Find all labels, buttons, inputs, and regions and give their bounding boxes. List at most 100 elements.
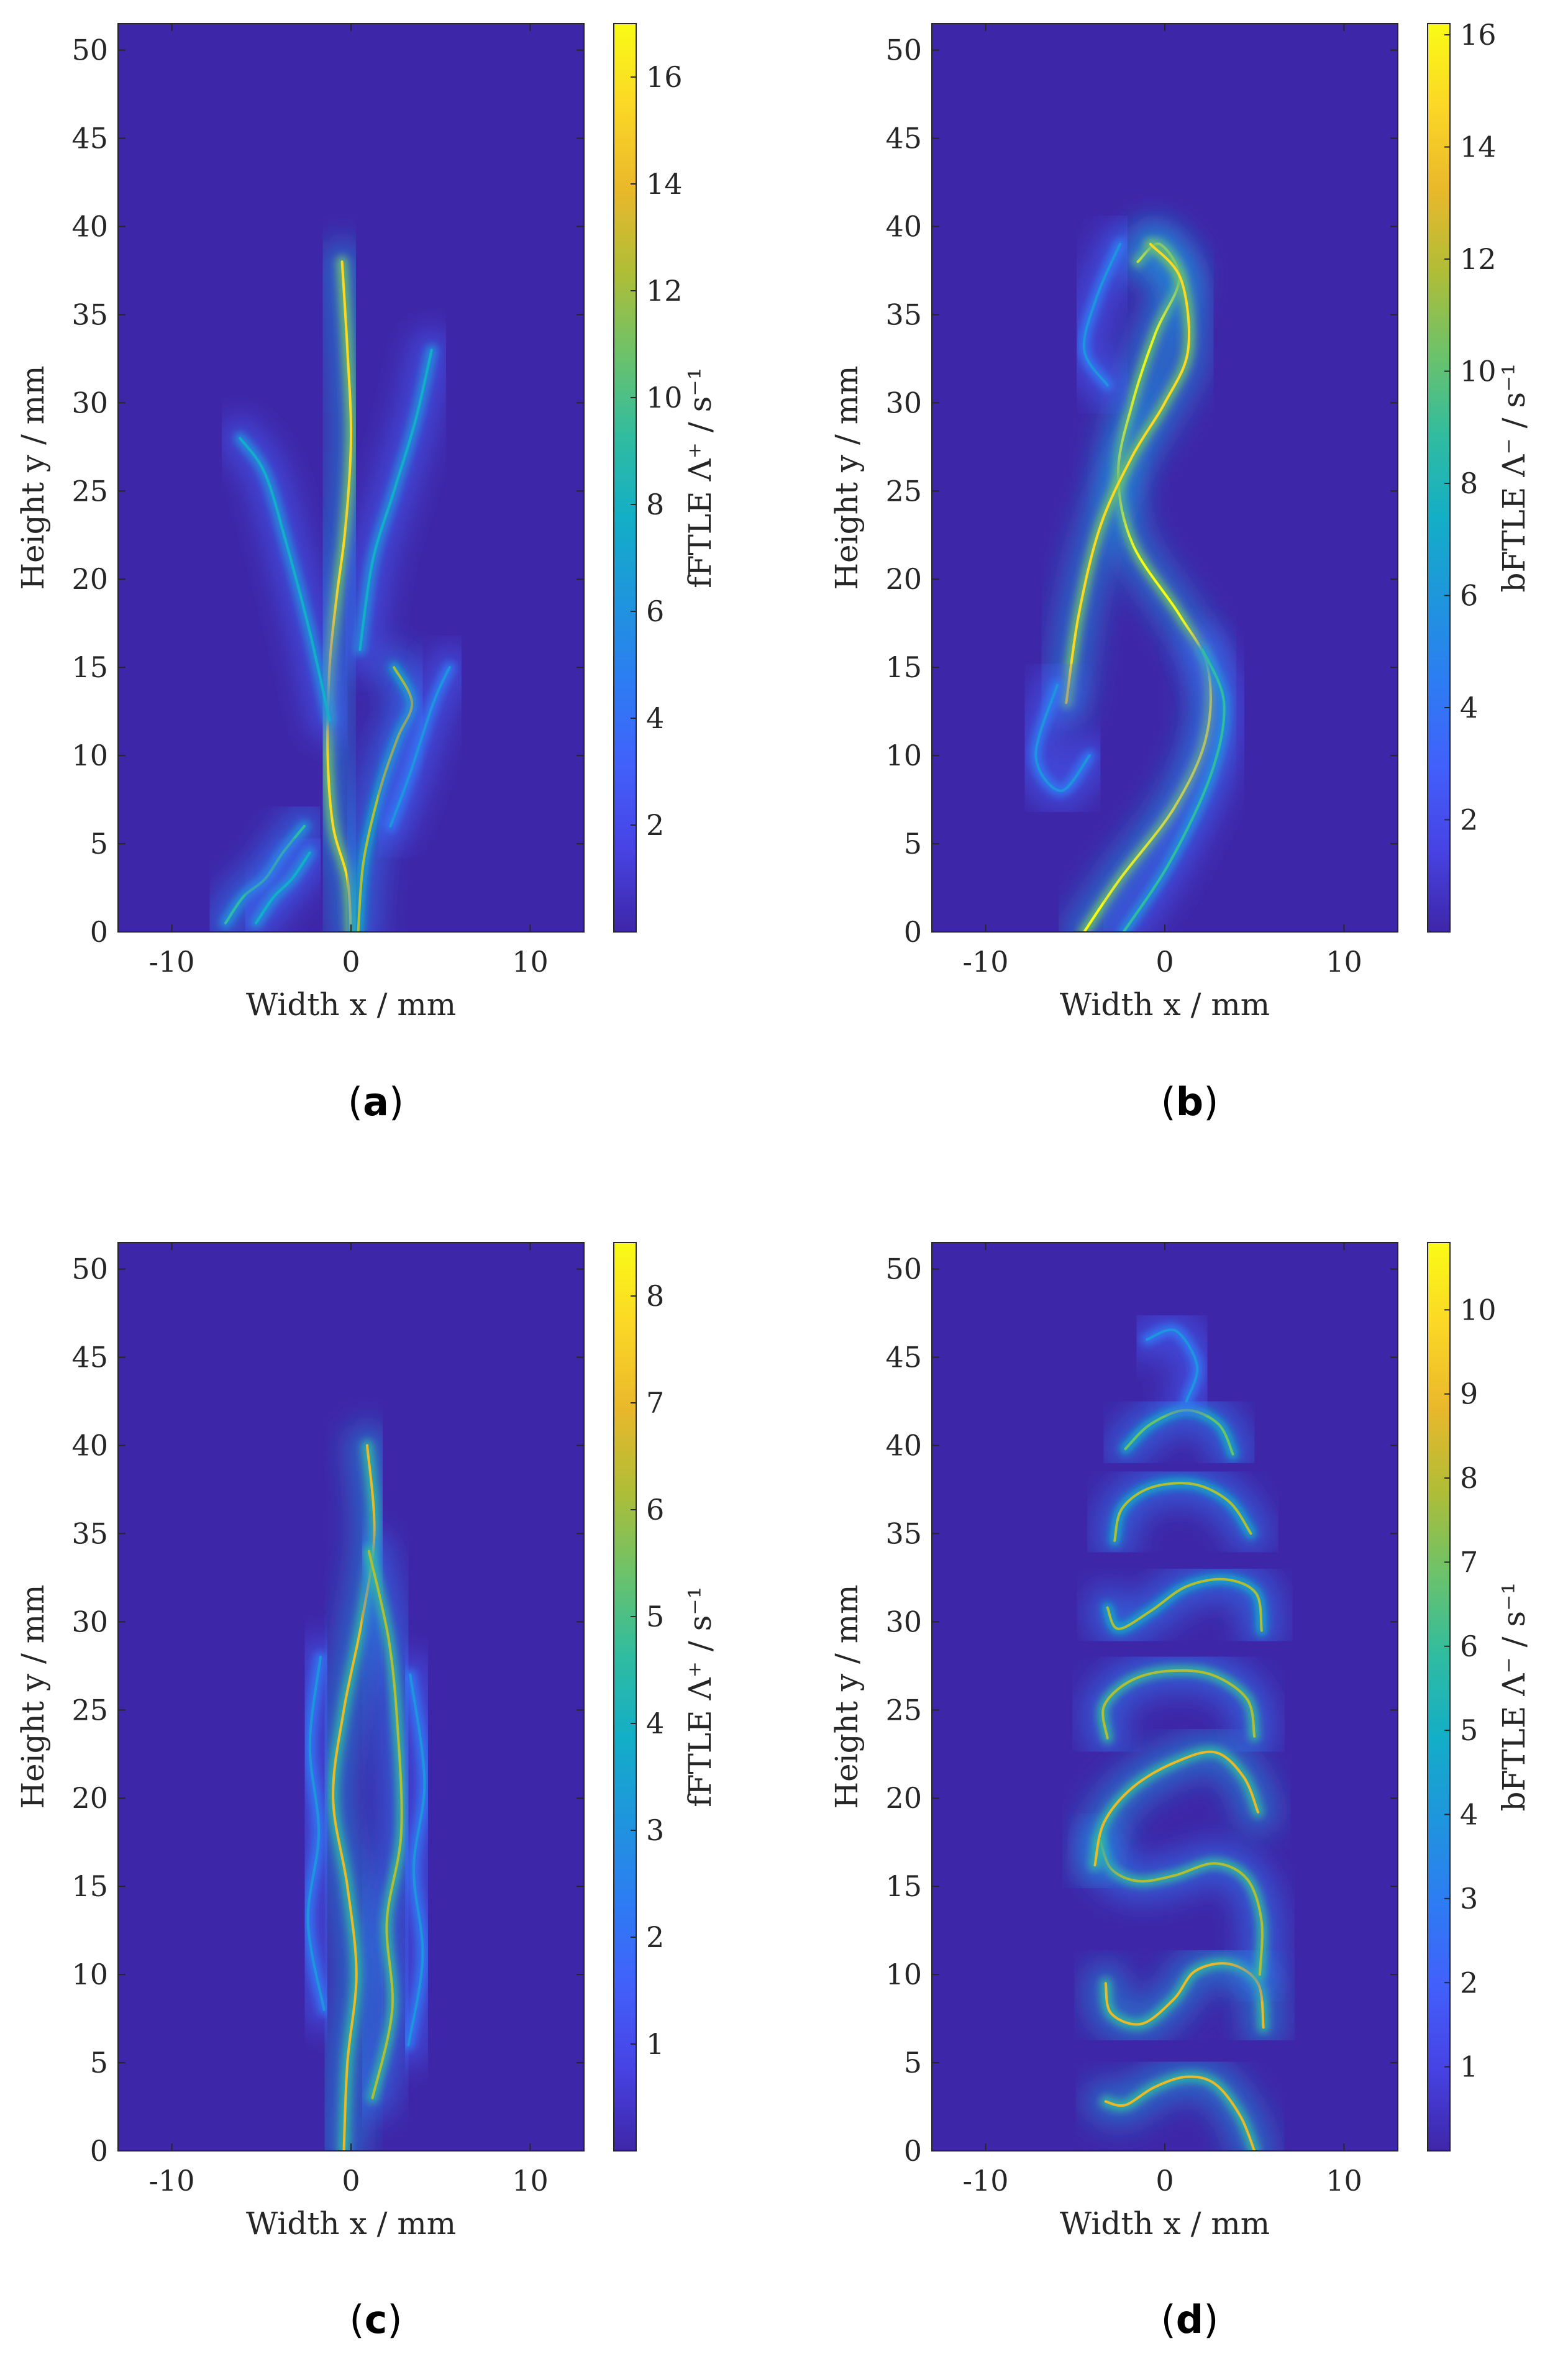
- x-axis-label: Width x / mm: [1060, 987, 1270, 1023]
- y-tick-label: 20: [885, 1781, 922, 1815]
- colorbar-tick-label: 2: [1460, 803, 1478, 837]
- x-axis-label: Width x / mm: [246, 2206, 456, 2242]
- y-tick-label: 0: [904, 915, 922, 949]
- ftle-ridge: [306, 1656, 326, 2011]
- heatmap-background: [932, 24, 1398, 932]
- ftle-ridge: [389, 666, 451, 828]
- colorbar-tick-label: 1: [1460, 2050, 1478, 2084]
- y-tick-label: 10: [885, 739, 922, 772]
- colorbar-tick-label: 14: [646, 167, 683, 201]
- colorbar-tick-label: 4: [646, 1707, 664, 1740]
- panel-label: (d): [1161, 2297, 1219, 2342]
- x-tick-label: 0: [342, 945, 360, 979]
- y-tick-label: 25: [885, 474, 922, 508]
- colorbar-tick-label: 6: [646, 595, 664, 628]
- colorbar-gradient: [1427, 23, 1451, 933]
- colorbar-tick-label: 2: [646, 1920, 664, 1954]
- y-tick-label: 5: [90, 827, 108, 860]
- colorbar-tick-label: 8: [1460, 1461, 1478, 1495]
- y-tick-label: 30: [885, 386, 922, 419]
- colorbar-label: fFTLE Λ⁺ / s⁻¹: [682, 1586, 718, 1807]
- heatmap-field: [1073, 1308, 1285, 2151]
- panel-b: 0 5 10 15 20 25 30 35 40 45 50 -10 0 10 Width x / mm He…: [829, 18, 1532, 1125]
- y-tick-label: 40: [885, 209, 922, 243]
- y-tick-label: 30: [71, 386, 108, 419]
- y-tick-label: 20: [885, 562, 922, 596]
- colorbar-tick-label: 1: [646, 2027, 664, 2061]
- ftle-ridge: [1082, 242, 1121, 386]
- y-tick-label: 35: [71, 1517, 108, 1550]
- colorbar-gradient: [613, 1242, 637, 2151]
- x-tick-label: -10: [962, 2164, 1008, 2197]
- colorbar-label: fFTLE Λ⁺ / s⁻¹: [682, 367, 718, 588]
- colorbar-tick-label: 8: [646, 1279, 664, 1313]
- colorbar-tick-label: 6: [1460, 579, 1478, 613]
- colorbar-tick-label: 3: [1460, 1882, 1478, 1915]
- ftle-ridge: [1034, 683, 1091, 792]
- x-tick-label: -10: [148, 2164, 194, 2197]
- y-tick-label: 25: [885, 1693, 922, 1727]
- colorbar-label: bFTLE Λ⁻ / s⁻¹: [1496, 1582, 1532, 1812]
- y-tick-label: 50: [885, 34, 922, 67]
- y-tick-label: 50: [885, 1253, 922, 1286]
- y-tick-label: 20: [71, 562, 108, 596]
- y-tick-label: 0: [904, 2134, 922, 2168]
- y-tick-label: 40: [885, 1428, 922, 1462]
- colorbar-tick-label: 3: [646, 1814, 664, 1847]
- panel-label: (b): [1161, 1079, 1219, 1125]
- x-tick-label: -10: [148, 945, 194, 979]
- colorbar-tick-label: 14: [1460, 130, 1497, 164]
- colorbar-tick-label: 10: [1460, 1293, 1497, 1326]
- ftle-ridge: [326, 260, 353, 932]
- colorbar-tick-label: 6: [646, 1493, 664, 1526]
- y-tick-label: 5: [90, 2046, 108, 2079]
- colorbar-tick-label: 4: [1460, 1798, 1478, 1832]
- y-tick-label: 35: [885, 298, 922, 331]
- panel-label: (a): [348, 1079, 404, 1125]
- colorbar-tick-label: 16: [1460, 18, 1497, 52]
- x-axis-label: Width x / mm: [1060, 2206, 1270, 2242]
- y-tick-label: 45: [71, 1341, 108, 1374]
- panel-label: (c): [349, 2297, 402, 2342]
- y-tick-label: 45: [71, 122, 108, 155]
- y-tick-label: 45: [885, 1341, 922, 1374]
- colorbar-label: bFTLE Λ⁻ / s⁻¹: [1496, 363, 1532, 593]
- y-tick-label: 40: [71, 1428, 108, 1462]
- y-tick-label: 50: [71, 1253, 108, 1286]
- ftle-ridge: [358, 349, 433, 651]
- colorbar-tick-label: 6: [1460, 1630, 1478, 1663]
- y-tick-label: 25: [71, 474, 108, 508]
- colorbar-gradient: [613, 23, 637, 933]
- ftle-ridge: [255, 851, 311, 924]
- x-tick-label: 0: [1155, 945, 1174, 979]
- y-tick-label: 0: [90, 2134, 108, 2168]
- ftle-ridge: [1113, 1482, 1252, 1542]
- x-tick-label: 10: [512, 945, 549, 979]
- x-tick-label: 0: [1155, 2164, 1174, 2197]
- y-tick-label: 35: [885, 1517, 922, 1550]
- heatmap-field: [204, 240, 472, 932]
- x-tick-label: 10: [1326, 945, 1362, 979]
- y-tick-label: 10: [885, 1958, 922, 1991]
- heatmap-field: [1014, 222, 1246, 932]
- x-tick-label: 0: [342, 2164, 360, 2197]
- y-tick-label: 15: [885, 1869, 922, 1903]
- colorbar-tick-label: 2: [1460, 1966, 1478, 1999]
- y-tick-label: 30: [71, 1605, 108, 1638]
- x-tick-label: -10: [962, 945, 1008, 979]
- colorbar-tick-label: 4: [646, 701, 664, 735]
- colorbar-tick-label: 12: [1460, 242, 1497, 276]
- colorbar-tick-label: 9: [1460, 1377, 1478, 1411]
- y-tick-label: 20: [71, 1781, 108, 1815]
- y-tick-label: 25: [71, 1693, 108, 1727]
- colorbar: 2 4 6 8 10 12 14 16 fFTLE Λ⁺ / s⁻¹: [613, 23, 718, 933]
- y-axis-label: Height y / mm: [829, 365, 865, 590]
- colorbar: 1 2 3 4 5 6 7 8 fFTLE Λ⁺ / s⁻¹: [613, 1242, 718, 2151]
- ftle-ridge: [1122, 648, 1226, 932]
- x-axis-label: Width x / mm: [246, 987, 456, 1023]
- y-tick-label: 40: [71, 209, 108, 243]
- y-tick-label: 15: [71, 650, 108, 684]
